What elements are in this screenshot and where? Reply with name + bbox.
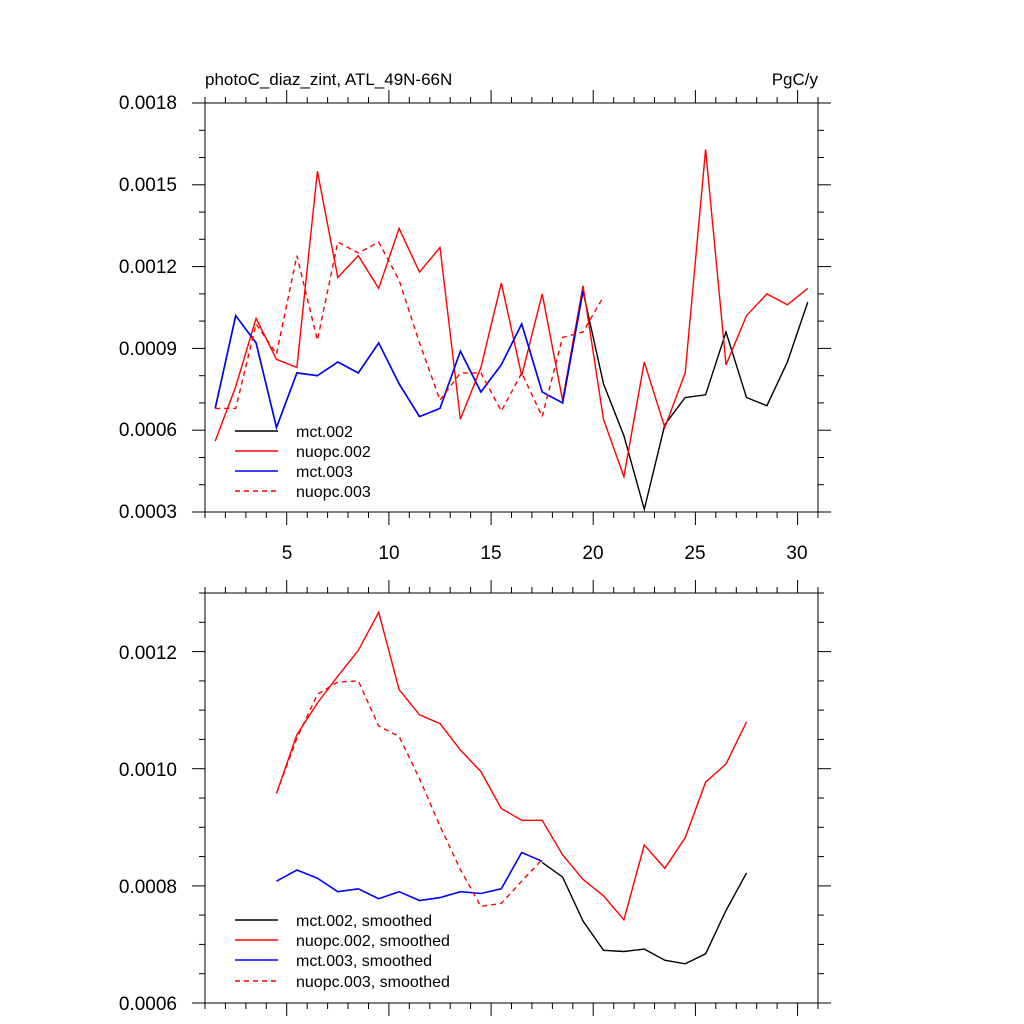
top-x-tick-label: 20 [582,543,603,564]
bottom-line-mct-003-smoothed [276,851,543,902]
top-x-axis-labels: 5 10 15 20 25 30 [282,543,808,564]
legend-label-nuopc-003: nuopc.003 [296,484,371,501]
top-x-tick-label: 30 [786,543,807,564]
bottom-y-tick-label: 0.0008 [119,877,177,898]
top-panel-lines [214,149,809,513]
legend-label-nuopc-002-smoothed: nuopc.002, smoothed [296,933,450,950]
legend-label-nuopc-002: nuopc.002 [296,444,371,461]
top-panel-ticks [192,90,831,525]
top-legend: mct.002 nuopc.002 mct.003 nuopc.003 [235,424,371,501]
top-y-tick-label: 0.0003 [119,502,177,523]
bottom-y-tick-label: 0.0006 [119,994,177,1015]
bottom-line-nuopc-003-smoothed [275,680,543,908]
top-line-mct-003 [214,290,584,431]
top-line-nuopc-002 [214,149,809,480]
top-y-tick-label: 0.0012 [119,257,177,278]
top-y-tick-label: 0.0009 [119,339,177,360]
top-x-tick-label: 5 [282,543,293,564]
bottom-panel-ticks [192,580,831,1016]
bottom-y-tick-label: 0.0010 [119,760,177,781]
top-x-tick-label: 15 [480,543,501,564]
top-y-tick-label: 0.0006 [119,420,177,441]
bottom-panel: 0.0006 0.0008 0.0010 0.0012 mct.002, smo… [119,580,831,1016]
top-y-axis-labels: 0.0003 0.0006 0.0009 0.0012 0.0015 0.001… [119,93,177,523]
top-y-tick-label: 0.0018 [119,93,177,114]
bottom-legend: mct.002, smoothed nuopc.002, smoothed mc… [235,913,450,991]
top-x-tick-label: 25 [684,543,705,564]
top-panel: photoC_diaz_zint, ATL_49N-66N PgC/y 0.00… [119,70,831,564]
legend-label-nuopc-003-smoothed: nuopc.003, smoothed [296,974,450,991]
top-line-nuopc-003 [215,241,605,419]
legend-label-mct-003-smoothed: mct.003, smoothed [296,953,432,970]
bottom-line-nuopc-002-smoothed [275,610,748,922]
top-x-tick-label: 10 [378,543,399,564]
legend-label-mct-003: mct.003 [296,464,353,481]
bottom-line-mct-002-smoothed [541,861,748,965]
legend-label-mct-002-smoothed: mct.002, smoothed [296,913,432,930]
bottom-y-axis-labels: 0.0006 0.0008 0.0010 0.0012 [119,643,177,1015]
top-panel-units: PgC/y [772,70,819,89]
top-panel-title: photoC_diaz_zint, ATL_49N-66N [205,70,452,89]
bottom-y-tick-label: 0.0012 [119,643,177,664]
legend-label-mct-002: mct.002 [296,424,353,441]
top-y-tick-label: 0.0015 [119,175,177,196]
bottom-panel-lines [275,610,748,965]
